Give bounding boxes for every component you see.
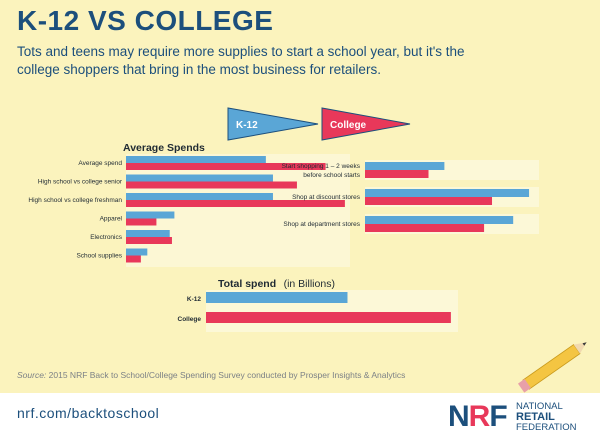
average-spends-title: Average Spends [123, 142, 205, 154]
chart1-college-value: $207 [156, 238, 171, 245]
chart1-k12-value: $630 [250, 157, 265, 164]
legend-k12-label: K-12 [236, 120, 258, 131]
total-spend-title-bold: Total spend [218, 278, 276, 290]
chart2-k12-value: 62% [514, 191, 527, 198]
chart1-k12-value: $197 [154, 231, 169, 238]
chart1-category-label: School supplies [76, 253, 122, 260]
footer-url: nrf.com/backtoschool [17, 405, 160, 421]
chart2-college-value: 48% [477, 199, 490, 206]
legend-college-pennant: College [321, 107, 411, 141]
nrf-logo-line2: RETAIL [516, 411, 555, 423]
nrf-logo-name: NATIONAL RETAIL FEDERATION [516, 402, 577, 433]
total-spend-chart: K-12 $24.9 College $43.1 [178, 290, 458, 332]
chart2-k12-bar [365, 189, 530, 197]
chart1-college-bar [126, 237, 172, 244]
chart2-category-label: Start shopping 1 – 2 weeks before school … [282, 163, 361, 179]
legend-college-label: College [330, 120, 367, 131]
chart2-college-bar [365, 197, 493, 205]
chart2-category-label: Shop at department stores [283, 221, 360, 228]
chart2-college-value: 45% [469, 226, 482, 233]
chart3-category-label: College [178, 316, 202, 323]
nrf-logo-n: N [448, 400, 470, 433]
chart1-k12-bar [126, 174, 273, 182]
chart1-college-bar [126, 218, 157, 226]
chart1-college-value: $899 [310, 164, 325, 171]
chart1-k12-value: $662 [257, 194, 272, 201]
chart3-college-value: $43.1 [433, 316, 450, 323]
average-spends-chart: Average spend $630 $899 High school vs coll… [28, 154, 350, 267]
chart3-k12-bar [206, 292, 348, 303]
chart2-k12-bar [365, 162, 445, 170]
source-text: 2015 NRF Back to School/College Spending… [46, 370, 406, 380]
chart1-category-label: High school vs college freshman [28, 197, 122, 204]
chart1-category-label: Apparel [100, 216, 123, 223]
chart2-college-bar [365, 170, 429, 178]
source-note: Source: 2015 NRF Back to School/College … [17, 370, 405, 380]
charts-canvas: K-12 College Average Spends Average spen… [28, 107, 539, 332]
chart1-college-value: $137 [141, 220, 156, 227]
chart1-k12-value: $218 [159, 213, 174, 220]
chart1-college-bar [126, 255, 141, 263]
chart1-college-value: $770 [281, 183, 296, 190]
nrf-logo-line3: FEDERATION [516, 422, 577, 433]
chart1-k12-value: $662 [257, 176, 272, 183]
chart2-k12-value: 30% [429, 164, 442, 171]
chart1-plot-area [126, 154, 350, 267]
chart1-k12-bar [126, 193, 273, 200]
chart1-college-bar [126, 163, 326, 170]
legend-k12-pennant: K-12 [227, 107, 319, 141]
chart3-category-label: K-12 [187, 296, 201, 303]
chart1-category-label: High school vs college senior [38, 179, 123, 186]
chart2-category-label: Shop at discount stores [292, 194, 361, 201]
shopping-habits-chart: Start shopping 1 – 2 weeks before school … [282, 160, 539, 234]
chart1-k12-bar [126, 230, 170, 237]
chart1-college-value: $67 [129, 257, 140, 264]
chart1-category-label: Average spend [78, 160, 122, 167]
page-title: K-12 VS COLLEGE [17, 5, 274, 36]
chart2-college-value: 24% [413, 172, 426, 179]
chart1-category-label: Electronics [90, 234, 123, 241]
nrf-logo-r: R [468, 400, 491, 433]
nrf-logo-line1: NATIONAL [516, 401, 563, 412]
chart2-k12-bar [365, 216, 514, 224]
nrf-logo-f: F [489, 400, 507, 433]
chart1-college-bar [126, 181, 297, 189]
total-spend-title: Total spend (in Billions) [218, 274, 335, 291]
nrf-logo-mark: NRF [448, 400, 508, 434]
chart1-k12-bar [126, 211, 175, 219]
source-label: Source: [17, 370, 47, 380]
pencil-icon [517, 342, 587, 393]
chart3-k12-value: $24.9 [329, 296, 346, 303]
chart1-k12-bar [126, 156, 266, 163]
chart3-college-bar [206, 312, 451, 323]
chart1-k12-bar [126, 248, 148, 256]
chart1-k12-value: $96 [135, 250, 146, 257]
chart2-college-bar [365, 224, 485, 232]
total-spend-title-unit: (in Billions) [284, 278, 335, 290]
page-subtitle: Tots and teens may require more supplies… [17, 44, 465, 77]
chart2-k12-value: 56% [498, 218, 511, 225]
nrf-logo: NRF NATIONAL RETAIL FEDERATION [448, 400, 588, 438]
chart1-college-bar [126, 200, 345, 207]
chart1-college-value: $986 [329, 201, 344, 208]
